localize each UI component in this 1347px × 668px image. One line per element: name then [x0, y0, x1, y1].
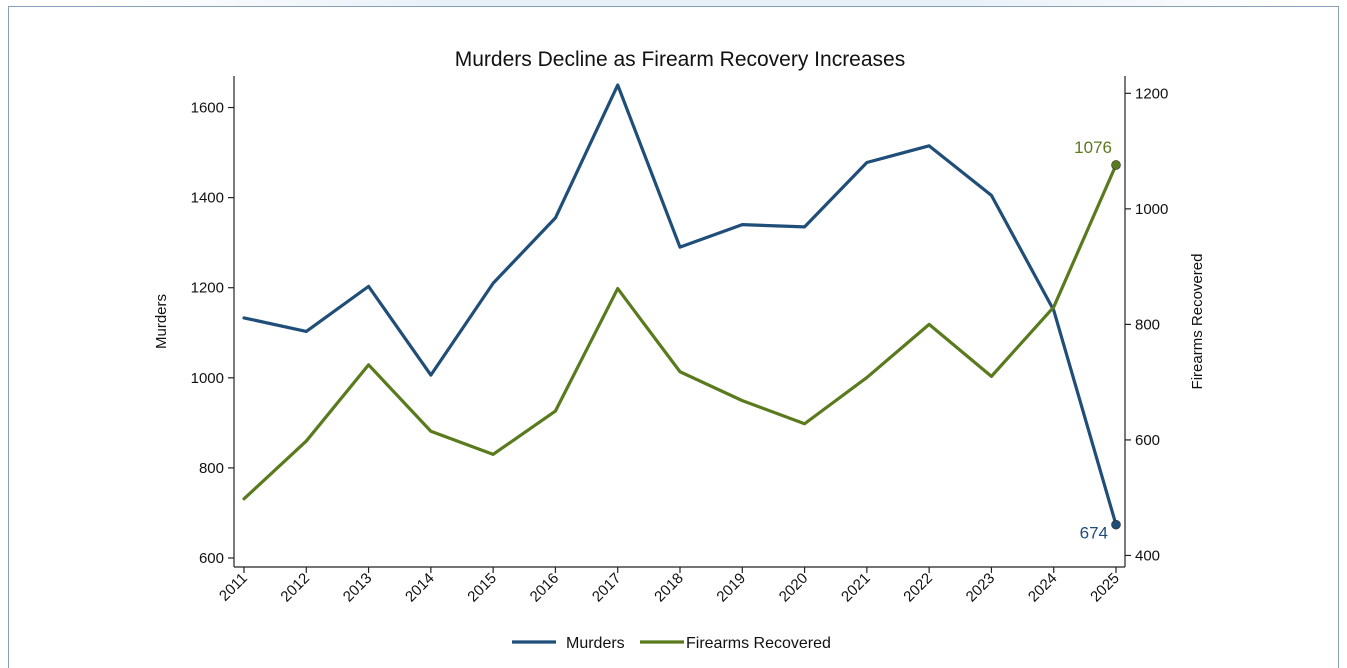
series-line-murders	[242, 83, 1118, 527]
right-tick-label: 1000	[1135, 201, 1168, 218]
left-tick-label: 1200	[191, 280, 224, 297]
left-tick-label: 1600	[191, 100, 224, 117]
x-tick-label: 2011	[216, 570, 251, 605]
right-tick-label: 1200	[1135, 85, 1168, 102]
x-tick-label: 2012	[277, 570, 313, 606]
x-tick-label: 2017	[589, 570, 625, 606]
series-line-firearms	[242, 163, 1118, 501]
left-tick-label: 600	[199, 550, 224, 567]
end-point-marker	[1111, 519, 1121, 530]
end-value-label: 674	[1080, 524, 1108, 543]
chart-title: Murders Decline as Firearm Recovery Incr…	[455, 48, 905, 71]
left-tick-label: 800	[199, 460, 224, 477]
right-tick-label: 800	[1135, 316, 1160, 333]
x-tick-label: 2019	[713, 570, 749, 606]
top-highlight	[100, 0, 1300, 6]
left-tick-label: 1400	[191, 190, 224, 207]
x-tick-label: 2021	[838, 570, 874, 606]
x-tick-label: 2018	[651, 570, 687, 606]
x-tick-label: 2015	[464, 570, 500, 606]
legend-label-firearms: Firearms Recovered	[686, 635, 831, 652]
y-axis-right-title: Firearms Recovered	[1189, 254, 1206, 390]
legend-label-murders: Murders	[566, 635, 625, 652]
right-tick-label: 600	[1135, 432, 1160, 449]
x-tick-label: 2025	[1087, 570, 1123, 606]
x-tick-label: 2013	[340, 570, 376, 606]
right-tick-label: 400	[1135, 547, 1160, 564]
panel-frame	[8, 6, 1339, 668]
x-tick-label: 2023	[963, 570, 999, 606]
end-point-marker	[1111, 160, 1121, 170]
x-tick-label: 2016	[527, 570, 563, 606]
y-axis-left-title: Murders	[153, 294, 170, 349]
left-tick-label: 1000	[191, 370, 224, 387]
x-tick-label: 2024	[1025, 570, 1061, 606]
end-value-label: 1076	[1074, 138, 1112, 157]
x-tick-label: 2014	[402, 570, 438, 606]
x-tick-label: 2022	[900, 570, 936, 606]
x-tick-label: 2020	[776, 570, 812, 606]
